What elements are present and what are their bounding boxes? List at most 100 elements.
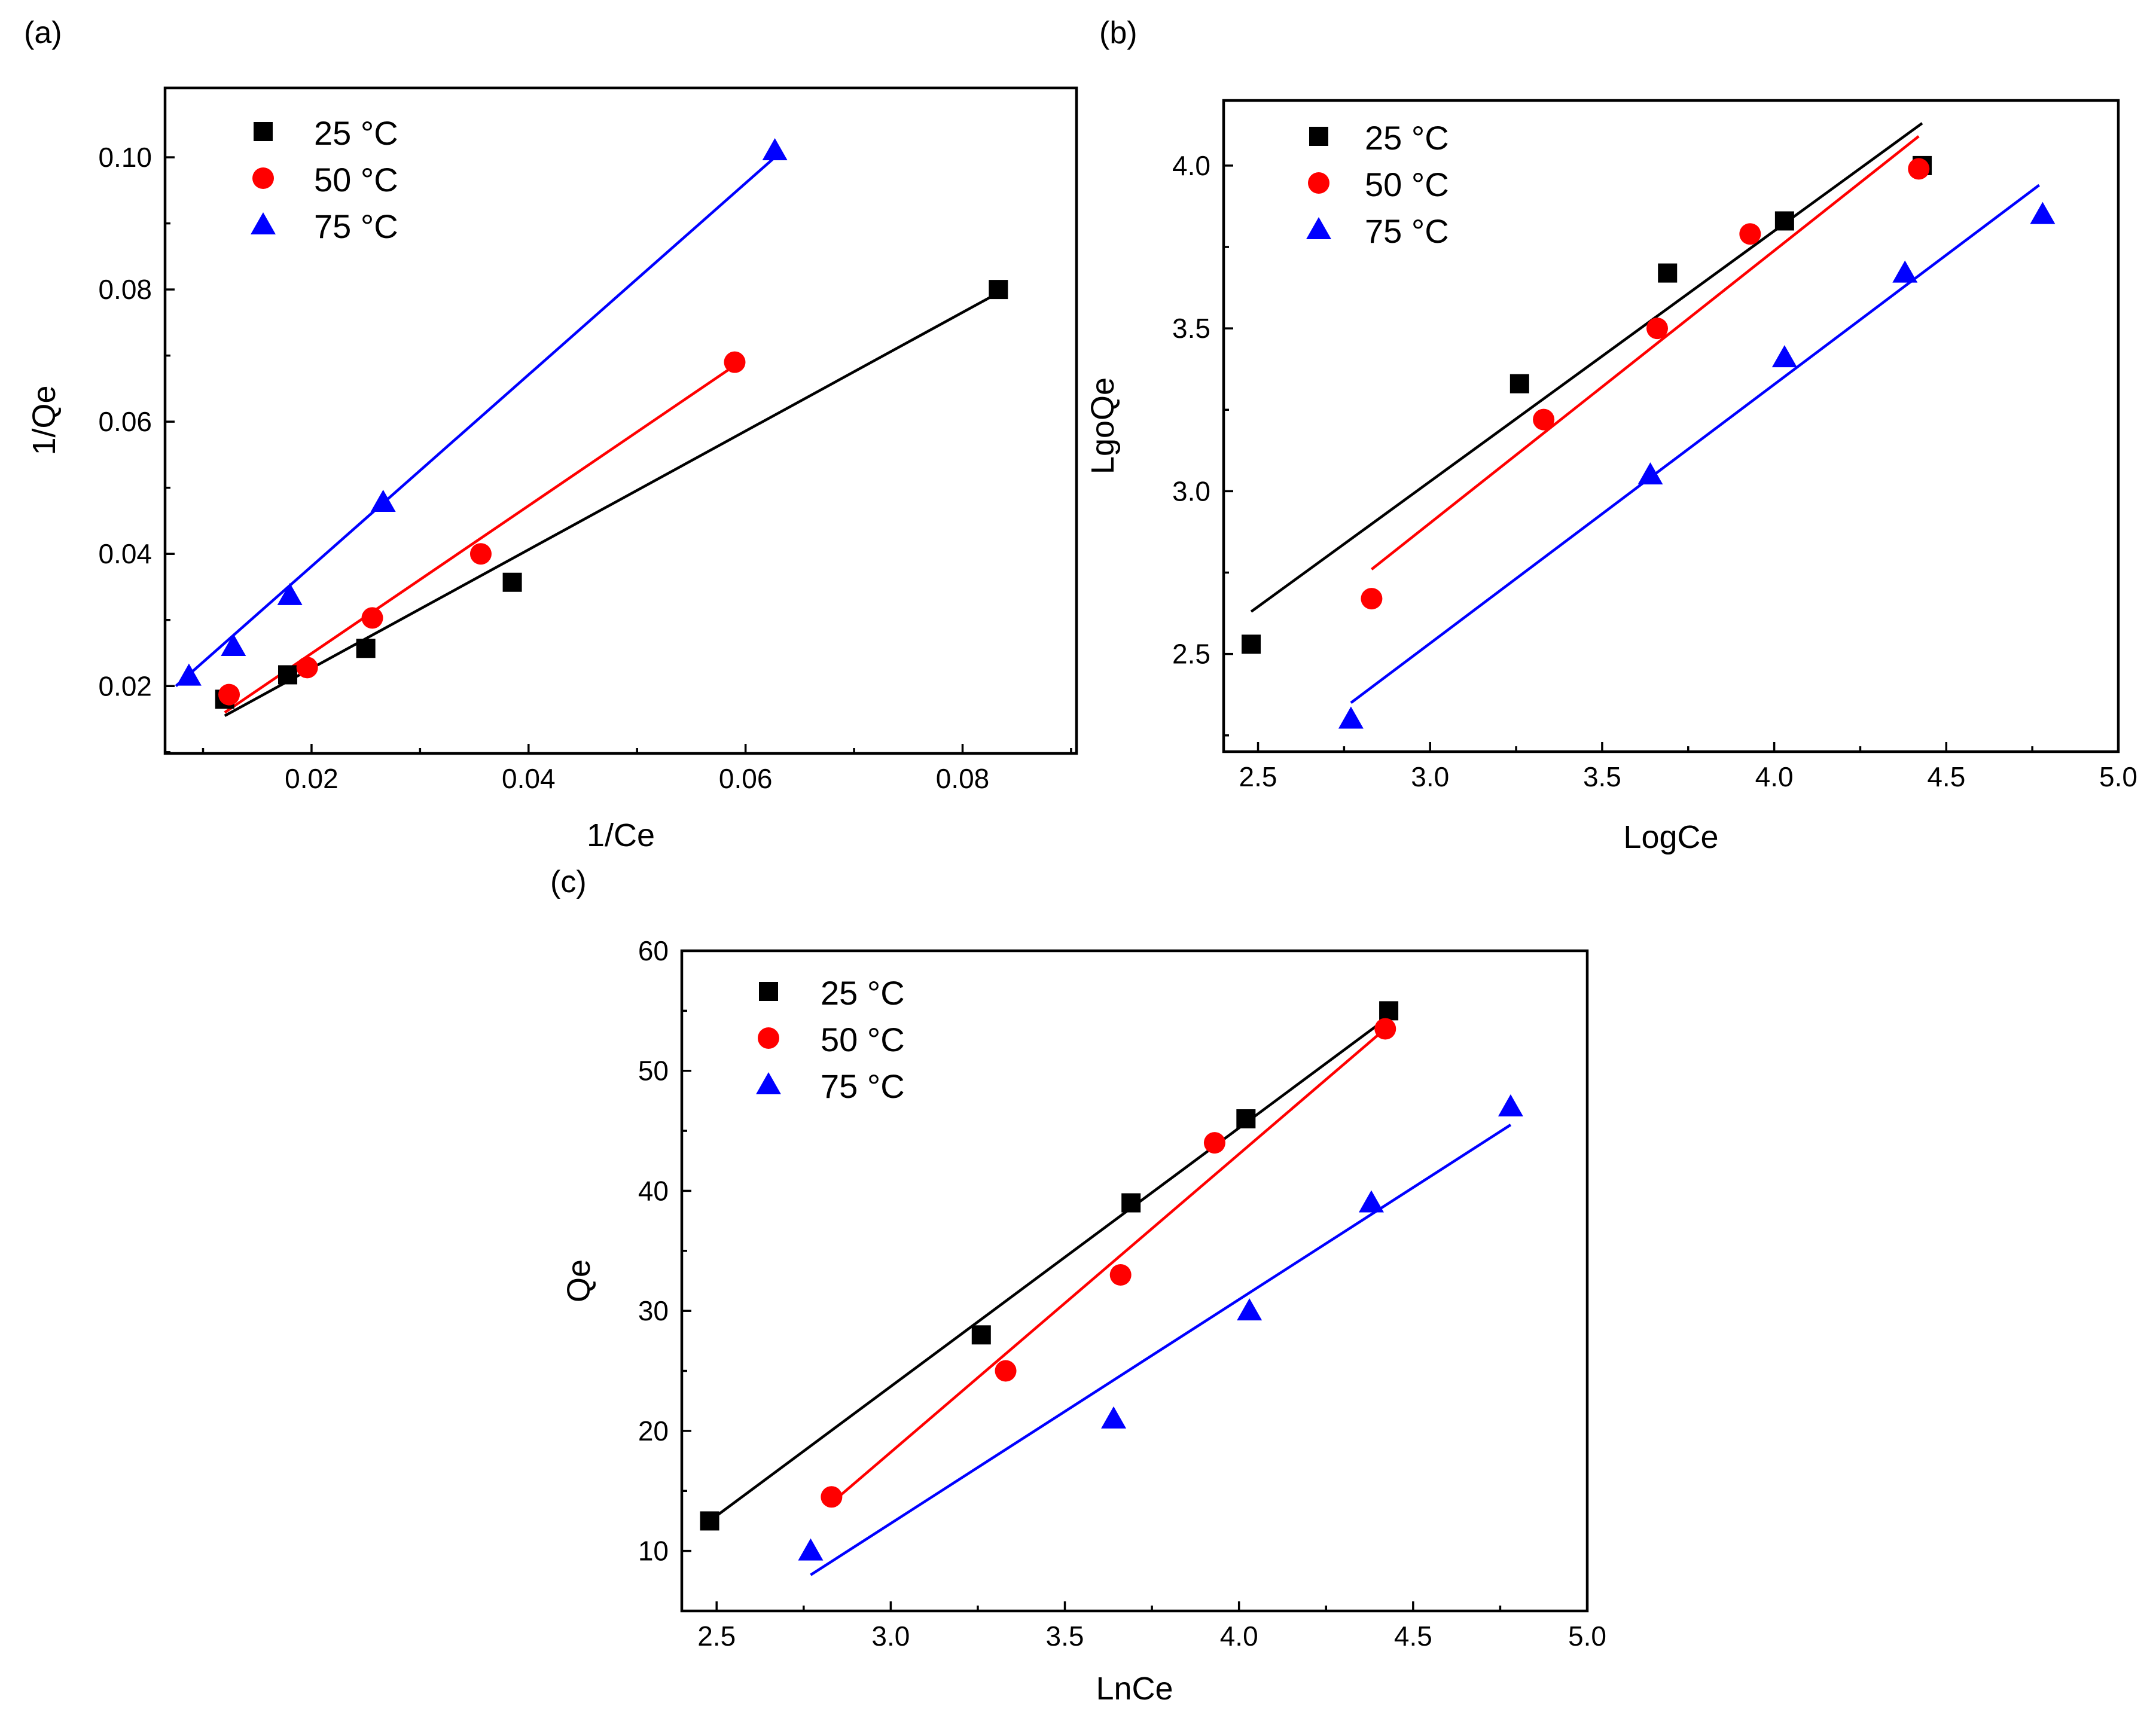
panel-b-legend-label-25c: 25 °C <box>1365 119 1449 157</box>
panel-a-point-25c <box>278 665 298 685</box>
panel-a-point-25c <box>989 280 1008 300</box>
panel-a-x-tick-label: 0.04 <box>502 763 556 794</box>
panel-c-point-75c <box>798 1538 824 1561</box>
panel-c-point-25c <box>1379 1001 1399 1021</box>
panel-a-point-50c <box>469 543 492 565</box>
panel-b-legend-symbol-75c <box>1306 217 1331 239</box>
panel-a-point-75c <box>221 633 246 656</box>
panel-a-point-50c <box>296 657 318 679</box>
panel-b-x-tick-label: 4.0 <box>1755 761 1794 792</box>
panel-a-y-tick-label: 0.04 <box>98 538 152 569</box>
panel-a-legend-symbol-75c <box>251 212 276 234</box>
panel-a-langmuir: (a) 0.02 0.04 0.06 0.08 0.02 0.04 0.06 0.08 0.1… <box>24 16 1078 853</box>
panel-c-x-tick-label: 3.5 <box>1046 1621 1084 1652</box>
panel-a-legend-label-25c: 25 °C <box>314 114 398 152</box>
panel-b-x-tick-label: 4.5 <box>1927 761 1965 792</box>
panel-c-label: (c) <box>550 865 587 899</box>
panel-b-fit-line-75c <box>1350 184 2041 704</box>
panel-c-fit-lines <box>709 1015 1512 1576</box>
panel-a-fit-lines <box>175 156 999 717</box>
panel-c-legend-label-50c: 50 °C <box>821 1021 905 1058</box>
panel-b-y-tick-label: 3.0 <box>1172 475 1210 506</box>
panel-a-y-tick-label: 0.10 <box>98 142 152 173</box>
panel-c-legend-symbol-25c <box>759 982 778 1001</box>
panel-a-point-25c <box>502 572 522 592</box>
panel-a-point-75c <box>762 138 788 160</box>
panel-c-point-25c <box>700 1511 719 1531</box>
panel-c-x-tick-label: 4.5 <box>1394 1621 1432 1652</box>
panel-c-point-50c <box>1374 1018 1396 1040</box>
panel-c-plot-frame <box>680 949 1589 1613</box>
panel-b-y-ticks: 2.5 3.0 3.5 4.0 <box>1172 150 1233 737</box>
panel-b-point-50c <box>1361 588 1383 610</box>
panel-b-x-axis-title: LogCe <box>1623 819 1718 855</box>
panel-a-legend-label-75c: 75 °C <box>314 207 398 245</box>
panel-a-legend-symbol-25c <box>254 122 273 141</box>
panel-c-y-tick-label: 30 <box>638 1295 669 1326</box>
panel-c-fit-line-75c <box>810 1124 1512 1576</box>
panel-b-y-tick-label: 2.5 <box>1172 639 1210 670</box>
panel-a-point-25c <box>356 639 376 658</box>
panel-a-y-tick-label: 0.06 <box>98 406 152 437</box>
panel-c-point-25c <box>1236 1109 1256 1129</box>
panel-c-point-50c <box>995 1360 1017 1382</box>
panel-a-x-tick-label: 0.06 <box>719 763 773 794</box>
panel-a-fit-line-50c <box>224 364 736 714</box>
panel-b-y-tick-label: 3.5 <box>1172 313 1210 344</box>
panel-c-legend-label-25c: 25 °C <box>821 974 905 1012</box>
panel-a-y-ticks: 0.02 0.04 0.06 0.08 0.10 <box>98 142 175 753</box>
panel-b-point-75c <box>1338 706 1364 729</box>
panel-c-legend-symbol-75c <box>756 1072 781 1094</box>
panel-b-x-tick-label: 2.5 <box>1239 761 1277 792</box>
panel-b-legend-symbol-50c <box>1308 172 1329 194</box>
panel-b-x-ticks: 2.5 3.0 3.5 4.0 4.5 5.0 <box>1239 742 2137 792</box>
panel-b-freundlich: (b) 2.5 3.0 3.5 4.0 4.5 5.0 2.5 3.0 3.5 4.0 LogC… <box>1085 16 2137 855</box>
panel-b-point-75c <box>1771 345 1797 368</box>
panel-a-x-tick-label: 0.08 <box>936 763 990 794</box>
panel-a-y-axis-title: 1/Qe <box>26 385 62 455</box>
panel-c-y-ticks: 10 20 30 40 50 60 <box>638 935 691 1567</box>
panel-b-point-50c <box>1646 318 1668 340</box>
panel-c-point-75c <box>1498 1094 1523 1116</box>
panel-a-fit-line-75c <box>175 156 776 687</box>
panel-c-point-50c <box>821 1486 843 1508</box>
panel-b-point-50c <box>1533 408 1555 431</box>
panel-a-x-tick-label: 0.02 <box>285 763 339 794</box>
panel-c-x-tick-label: 4.0 <box>1220 1621 1258 1652</box>
panel-c-y-tick-label: 40 <box>638 1175 669 1206</box>
panel-a-y-tick-label: 0.02 <box>98 670 152 701</box>
panel-c-fit-line-50c <box>830 1027 1386 1505</box>
panel-b-point-25c <box>1509 374 1529 393</box>
panel-b-point-25c <box>1774 211 1794 231</box>
panel-b-legend-label-75c: 75 °C <box>1365 212 1449 250</box>
panel-a-point-75c <box>176 663 202 686</box>
panel-b-fit-lines <box>1250 122 2041 704</box>
panel-c-point-25c <box>971 1325 991 1345</box>
panel-b-x-tick-label: 5.0 <box>2099 761 2137 792</box>
panel-c-x-tick-label: 5.0 <box>1568 1621 1606 1652</box>
panel-b-point-50c <box>1908 158 1930 180</box>
panel-c-x-tick-label: 2.5 <box>697 1621 736 1652</box>
panel-a-fit-line-25c <box>224 291 999 717</box>
panel-c-y-tick-label: 10 <box>638 1536 669 1567</box>
panel-b-legend-label-50c: 50 °C <box>1365 166 1449 203</box>
panel-c-y-tick-label: 60 <box>638 935 669 966</box>
panel-a-legend-label-50c: 50 °C <box>314 161 398 199</box>
panel-c-legend: 25 °C 50 °C 75 °C <box>756 974 905 1105</box>
panel-b-legend: 25 °C 50 °C 75 °C <box>1306 119 1449 250</box>
panel-c-point-50c <box>1203 1132 1225 1154</box>
panel-b-point-25c <box>1658 263 1678 283</box>
panel-a-label: (a) <box>24 16 62 50</box>
panel-a-x-axis-title: 1/Ce <box>587 817 655 853</box>
panel-a-point-75c <box>370 490 396 512</box>
panel-b-legend-symbol-25c <box>1309 127 1328 146</box>
panel-a-y-tick-label: 0.08 <box>98 274 152 305</box>
panel-c-x-tick-label: 3.0 <box>871 1621 910 1652</box>
panel-b-fit-line-25c <box>1250 122 1923 613</box>
panel-b-x-tick-label: 3.5 <box>1583 761 1621 792</box>
panel-c-fit-line-25c <box>709 1015 1390 1522</box>
panel-c-point-25c <box>1121 1193 1141 1213</box>
panel-b-y-axis-title: LgoQe <box>1085 377 1121 474</box>
panel-a-x-ticks: 0.02 0.04 0.06 0.08 <box>202 744 1072 794</box>
